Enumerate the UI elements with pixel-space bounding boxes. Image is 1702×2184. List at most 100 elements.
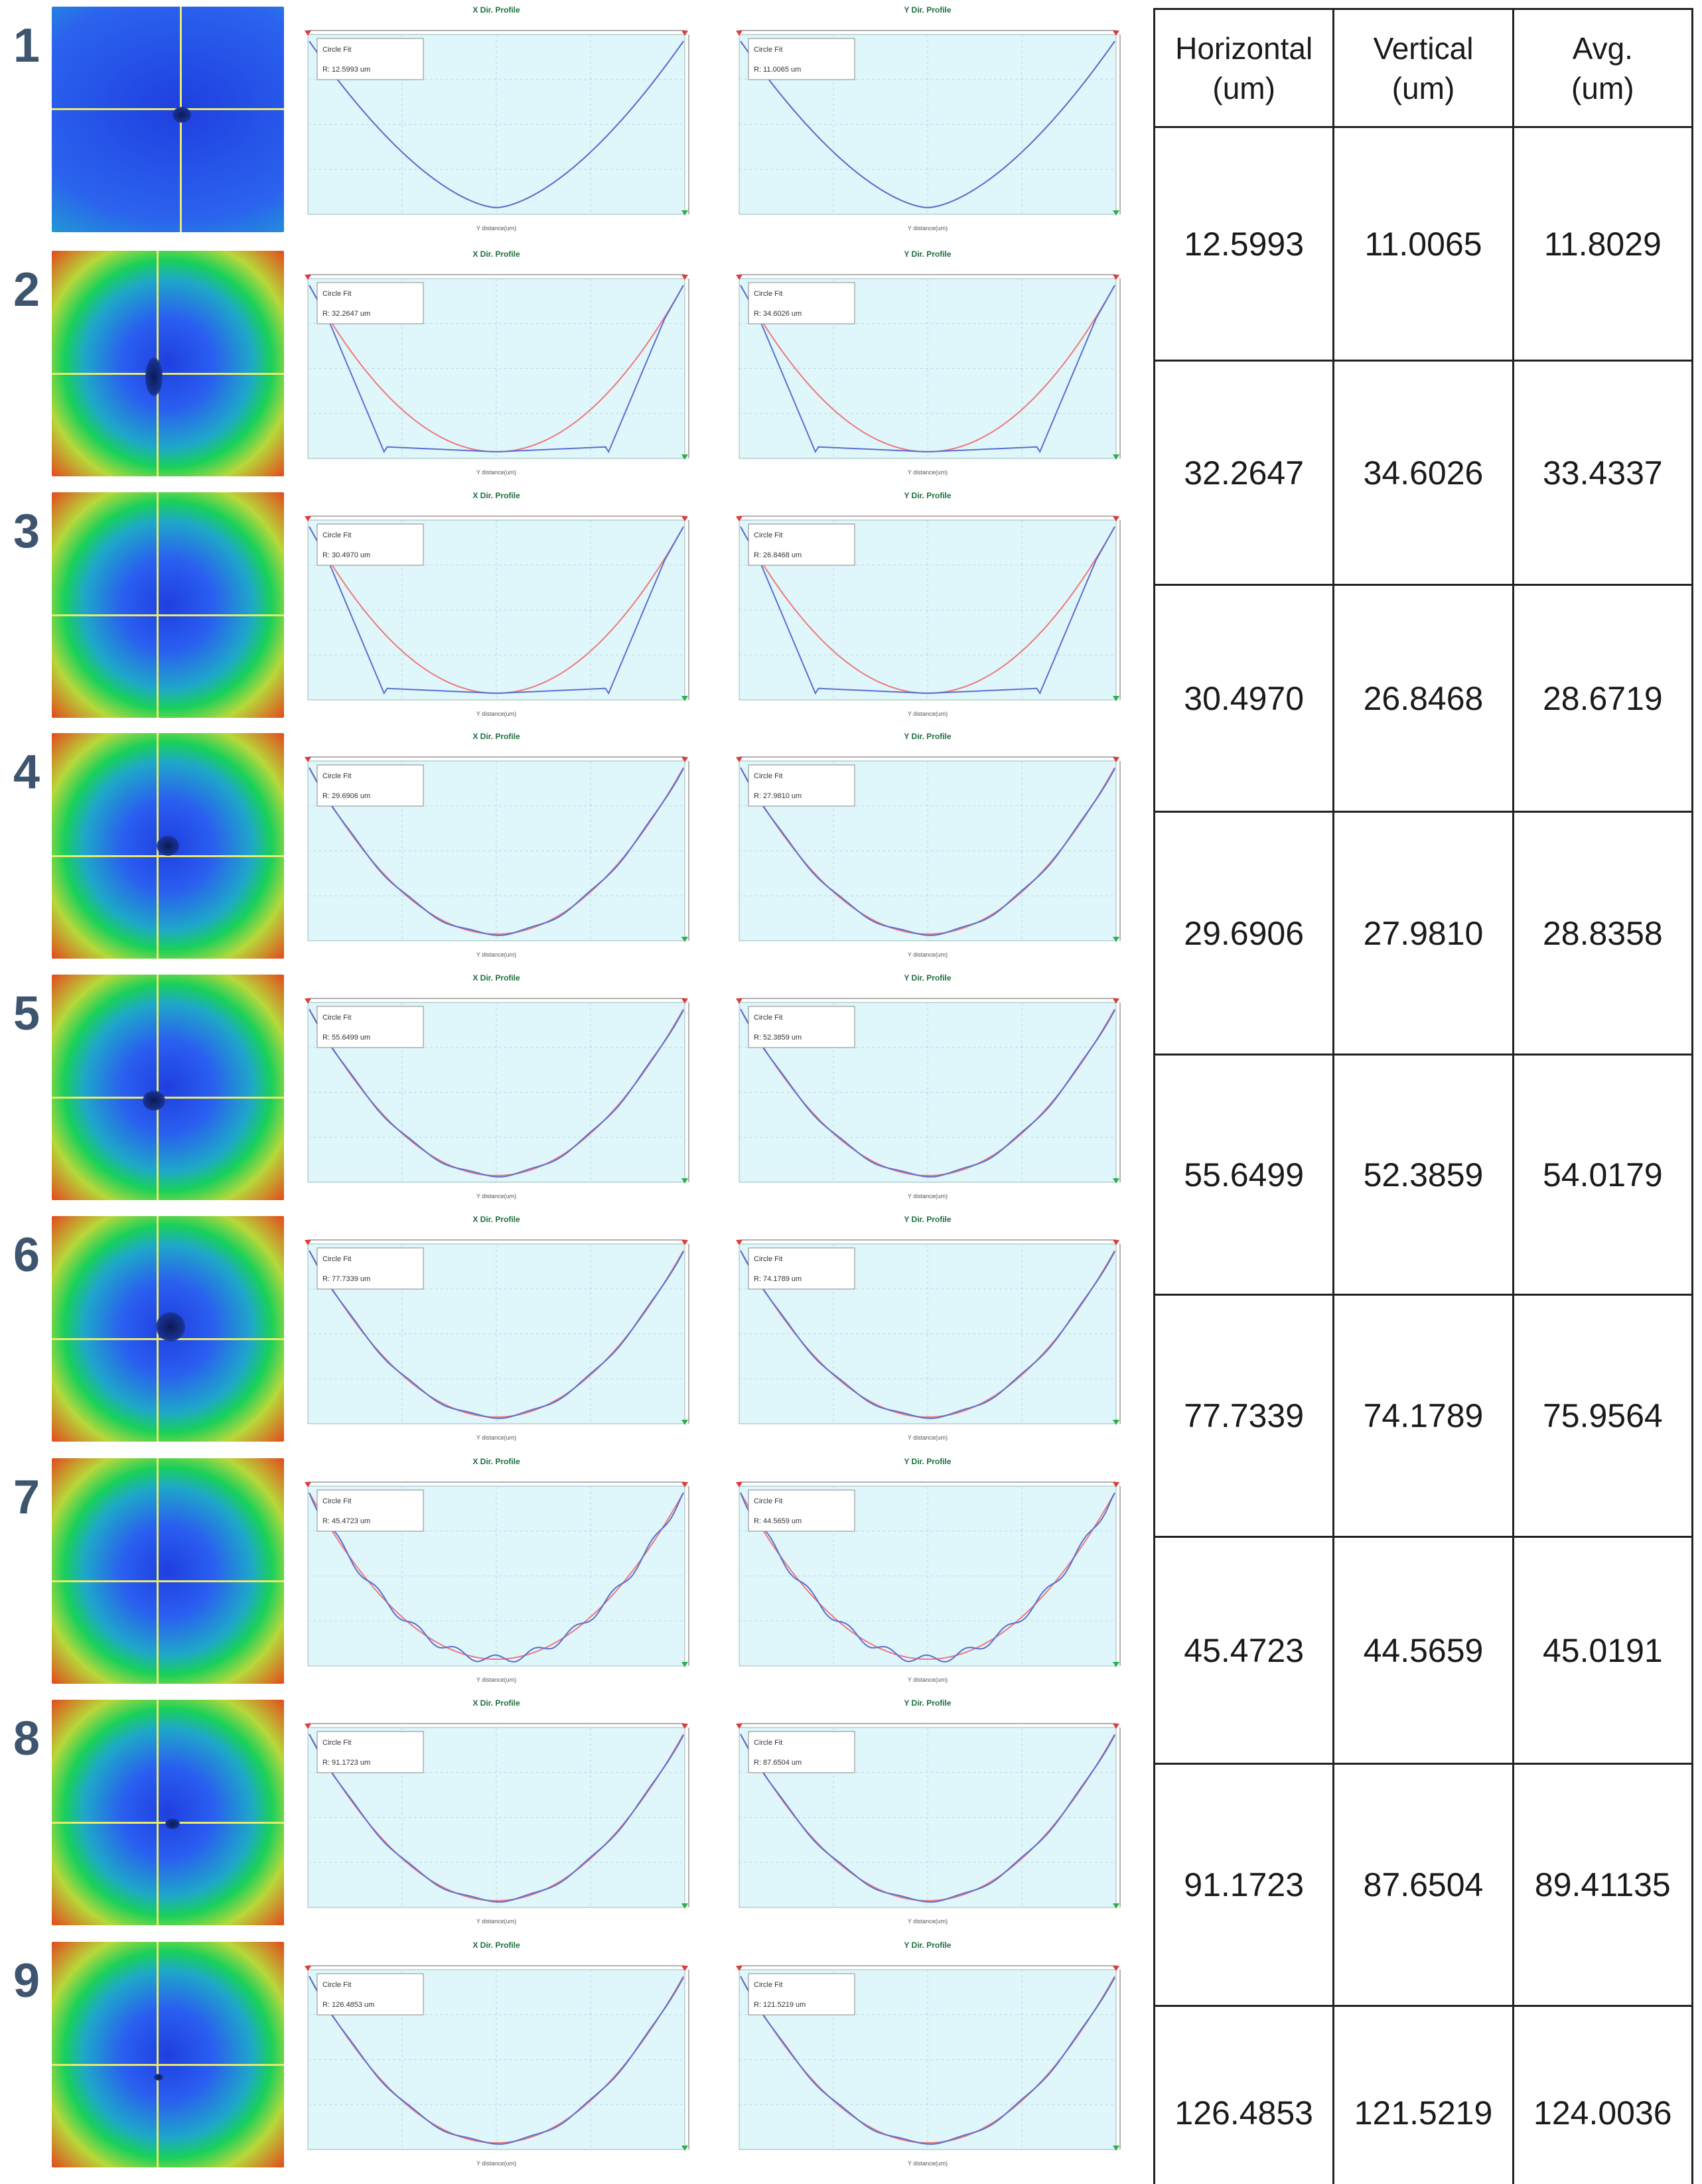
cursor-marker (1113, 516, 1119, 521)
y-profile-plot: Y Dir. Profile Circle Fit R: 87.6504 um Y d… (722, 1698, 1133, 1927)
circle-fit-label: Circle Fit (322, 46, 351, 54)
horizontal-value: 30.4970 (1153, 584, 1335, 813)
cursor-marker (1113, 275, 1119, 280)
crosshair-horizontal (52, 372, 284, 375)
horizontal-value: 32.2647 (1153, 360, 1335, 586)
circle-fit-radius: R: 74.1789 um (754, 1275, 802, 1283)
circle-fit-radius: R: 27.9810 um (754, 792, 802, 800)
profile-chart: Circle Fit R: 44.5659 um Y distance(um) (736, 1481, 1121, 1683)
profile-chart: Circle Fit R: 34.6026 um Y distance(um) (736, 274, 1121, 476)
x-axis-label: Y distance(um) (908, 1434, 948, 1441)
row-number: 6 (13, 1229, 40, 1282)
plot-title: X Dir. Profile (472, 491, 520, 500)
cursor-marker (1113, 696, 1119, 701)
y-profile-plot: Y Dir. Profile Circle Fit R: 121.5219 um Y … (722, 1941, 1133, 2169)
cursor-marker (681, 1482, 688, 1487)
circle-fit-label: Circle Fit (754, 1255, 782, 1263)
circle-fit-legend (317, 1489, 424, 1532)
cursor-marker (1113, 31, 1119, 36)
circle-fit-radius: R: 26.8468 um (754, 551, 802, 559)
circle-fit-radius: R: 87.6504 um (754, 1759, 802, 1767)
cursor-marker (305, 1482, 311, 1487)
defect-spot (165, 1818, 180, 1829)
height-map-image (52, 1700, 284, 1925)
profile-chart: Circle Fit R: 87.6504 um Y distance(um) (736, 1723, 1121, 1925)
x-axis-label: Y distance(um) (476, 1434, 516, 1441)
circle-fit-curve (740, 1492, 1115, 1661)
circle-fit-legend (748, 1006, 855, 1048)
y-profile-plot: Y Dir. Profile Circle Fit R: 26.8468 um Y d… (722, 491, 1133, 720)
cursor-marker (305, 275, 311, 280)
circle-fit-radius: R: 11.0065 um (754, 66, 801, 74)
measured-profile-curve (740, 1976, 1115, 2145)
table-row: 55.6499 52.3859 54.0179 (1153, 1054, 1694, 1296)
cursor-marker (736, 998, 743, 1004)
x-axis-label: Y distance(um) (908, 1676, 948, 1683)
x-profile-plot: X Dir. Profile Circle Fit R: 91.1723 um Y d… (291, 1698, 702, 1927)
circle-fit-label: Circle Fit (322, 1739, 351, 1747)
defect-spot (145, 358, 163, 397)
plot-title: X Dir. Profile (472, 1698, 520, 1708)
cursor-marker (736, 1240, 743, 1245)
cursor-marker (305, 1724, 311, 1729)
x-axis-label: Y distance(um) (908, 951, 948, 958)
y-profile-plot: Y Dir. Profile Circle Fit R: 34.6026 um Y d… (722, 249, 1133, 478)
profile-chart: Circle Fit R: 77.7339 um Y distance(um) (305, 1239, 689, 1441)
cursor-marker (305, 31, 311, 36)
row-number: 7 (13, 1471, 40, 1524)
table-row: 30.4970 26.8468 28.6719 (1153, 584, 1694, 813)
cursor-marker (736, 516, 743, 521)
profile-chart: Circle Fit R: 30.4970 um Y distance(um) (305, 515, 689, 717)
vertical-value: 27.9810 (1332, 811, 1514, 1056)
circle-fit-legend (317, 1973, 424, 2015)
cursor-marker (1113, 454, 1119, 460)
circle-fit-legend (317, 1731, 424, 1773)
horizontal-value: 77.7339 (1153, 1294, 1335, 1538)
average-value: 89.41135 (1512, 1763, 1694, 2007)
plot-title: Y Dir. Profile (904, 973, 952, 983)
defect-spot (143, 1091, 165, 1111)
x-axis-label: Y distance(um) (908, 711, 948, 717)
cursor-marker (1113, 1420, 1119, 1425)
circle-fit-legend (748, 1247, 855, 1290)
profile-chart: Circle Fit R: 121.5219 um Y distance(um) (736, 1965, 1121, 2167)
plot-title: Y Dir. Profile (904, 249, 952, 259)
x-profile-plot: X Dir. Profile Circle Fit R: 32.2647 um Y d… (291, 249, 702, 478)
vertical-value: 26.8468 (1332, 584, 1514, 813)
vertical-value: 74.1789 (1332, 1294, 1514, 1538)
x-axis-label: Y distance(um) (908, 2160, 948, 2167)
average-value: 45.0191 (1512, 1536, 1694, 1765)
profile-chart: Circle Fit R: 26.8468 um Y distance(um) (736, 515, 1121, 717)
crosshair-horizontal (52, 614, 284, 616)
circle-fit-legend (317, 523, 424, 566)
y-profile-plot: Y Dir. Profile Circle Fit R: 74.1789 um Y d… (722, 1215, 1133, 1444)
crosshair-horizontal (52, 854, 284, 857)
horizontal-value: 45.4723 (1153, 1536, 1335, 1765)
cursor-marker (681, 1903, 688, 1909)
cursor-marker (681, 696, 688, 701)
plot-title: Y Dir. Profile (904, 732, 952, 741)
table-row: 91.1723 87.6504 89.41135 (1153, 1763, 1694, 2007)
horizontal-value: 55.6499 (1153, 1054, 1335, 1296)
row-number: 4 (13, 746, 40, 799)
cursor-marker (1113, 1903, 1119, 1909)
circle-fit-radius: R: 32.2647 um (322, 310, 370, 318)
vertical-value: 121.5219 (1332, 2005, 1514, 2184)
measured-profile-curve (740, 40, 1115, 209)
cursor-marker (736, 275, 743, 280)
x-axis-label: Y distance(um) (908, 1193, 948, 1199)
circle-fit-legend (317, 38, 424, 80)
cursor-marker (681, 31, 688, 36)
vertical-value: 52.3859 (1332, 1054, 1514, 1296)
header-horizontal: Horizontal (um) (1153, 8, 1335, 128)
height-map-image (52, 492, 284, 718)
average-value: 33.4337 (1512, 360, 1694, 586)
circle-fit-label: Circle Fit (322, 1497, 351, 1505)
profile-chart: Circle Fit R: 45.4723 um Y distance(um) (305, 1481, 689, 1683)
cursor-marker (1113, 1724, 1119, 1729)
row-number: 9 (13, 1954, 40, 2008)
cursor-marker (1113, 998, 1119, 1004)
circle-fit-radius: R: 44.5659 um (754, 1517, 802, 1525)
crosshair-vertical (156, 1942, 159, 2167)
height-map-image (52, 7, 284, 232)
